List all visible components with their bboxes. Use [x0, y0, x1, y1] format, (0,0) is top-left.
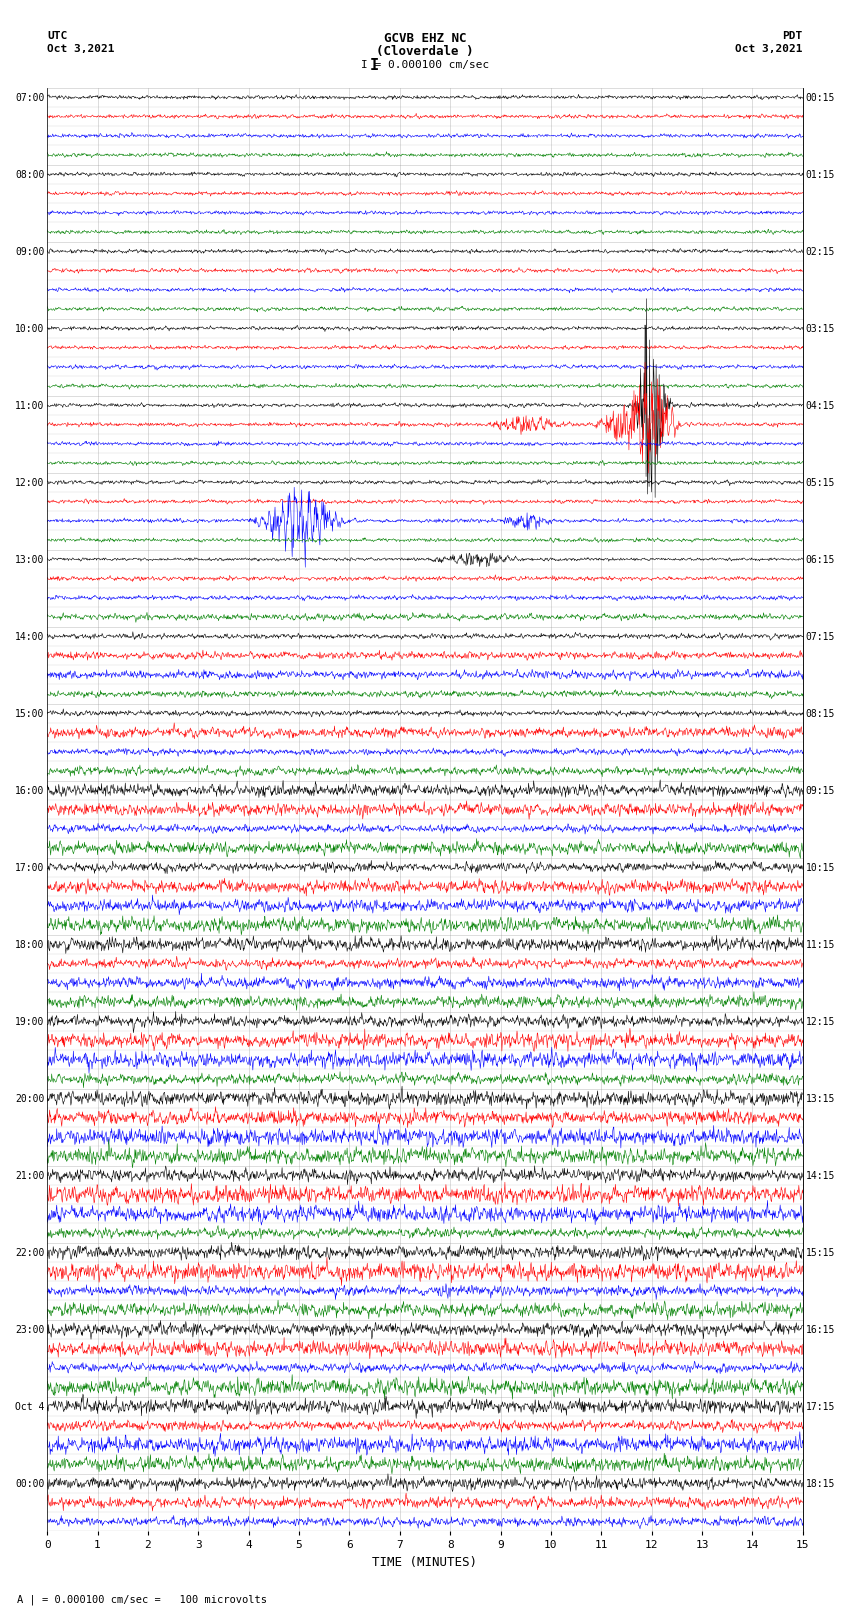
Text: (Cloverdale ): (Cloverdale ): [377, 45, 473, 58]
Text: A | = 0.000100 cm/sec =   100 microvolts: A | = 0.000100 cm/sec = 100 microvolts: [17, 1594, 267, 1605]
Text: I = 0.000100 cm/sec: I = 0.000100 cm/sec: [361, 60, 489, 69]
Text: PDT: PDT: [783, 31, 803, 40]
X-axis label: TIME (MINUTES): TIME (MINUTES): [372, 1557, 478, 1569]
Text: Oct 3,2021: Oct 3,2021: [47, 44, 115, 53]
Text: I: I: [370, 58, 378, 73]
Text: Oct 3,2021: Oct 3,2021: [735, 44, 803, 53]
Text: GCVB EHZ NC: GCVB EHZ NC: [383, 32, 467, 45]
Text: UTC: UTC: [47, 31, 67, 40]
